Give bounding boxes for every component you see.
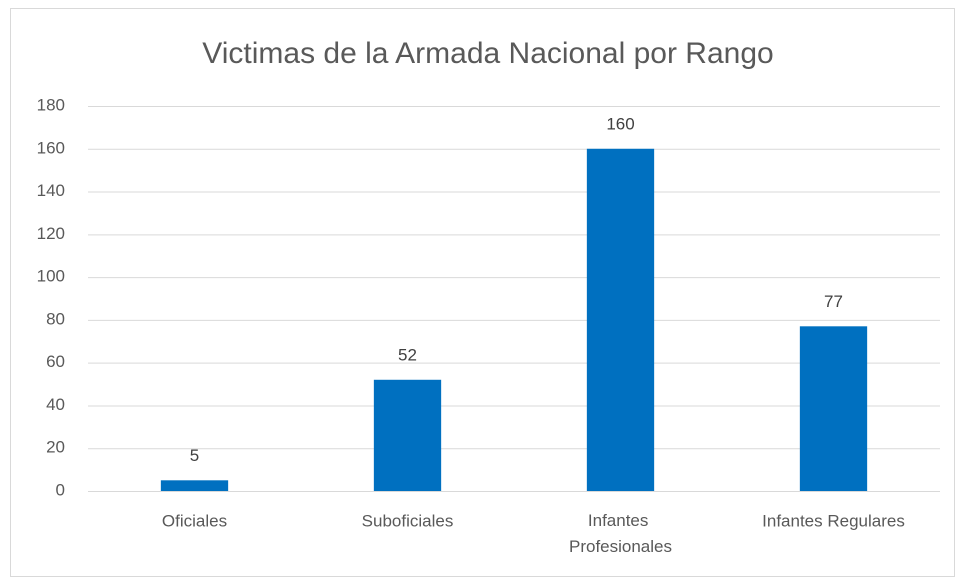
data-label: 52 <box>398 345 417 364</box>
y-tick-label: 60 <box>46 352 65 371</box>
x-tick-label: Infantes Regulares <box>762 511 905 530</box>
bar <box>799 326 868 491</box>
bar <box>586 148 655 491</box>
bar <box>160 480 229 491</box>
data-label: 160 <box>606 114 634 133</box>
y-tick-label: 40 <box>46 395 65 414</box>
y-tick-label: 120 <box>37 224 65 243</box>
y-tick-label: 20 <box>46 438 65 457</box>
x-tick-label: Suboficiales <box>362 511 454 530</box>
y-tick-label: 100 <box>37 267 65 286</box>
y-tick-label: 160 <box>37 138 65 157</box>
data-label: 77 <box>824 292 843 311</box>
x-tick-label: Oficiales <box>162 511 227 530</box>
bar <box>373 379 442 491</box>
y-tick-label: 180 <box>37 95 65 114</box>
data-label: 5 <box>190 446 199 465</box>
y-tick-label: 80 <box>46 309 65 328</box>
chart-title: Victimas de la Armada Nacional por Rango <box>202 37 773 70</box>
x-tick-label: Infantes Profesionales <box>569 511 672 556</box>
y-tick-label: 0 <box>56 480 65 499</box>
y-tick-label: 140 <box>37 181 65 200</box>
